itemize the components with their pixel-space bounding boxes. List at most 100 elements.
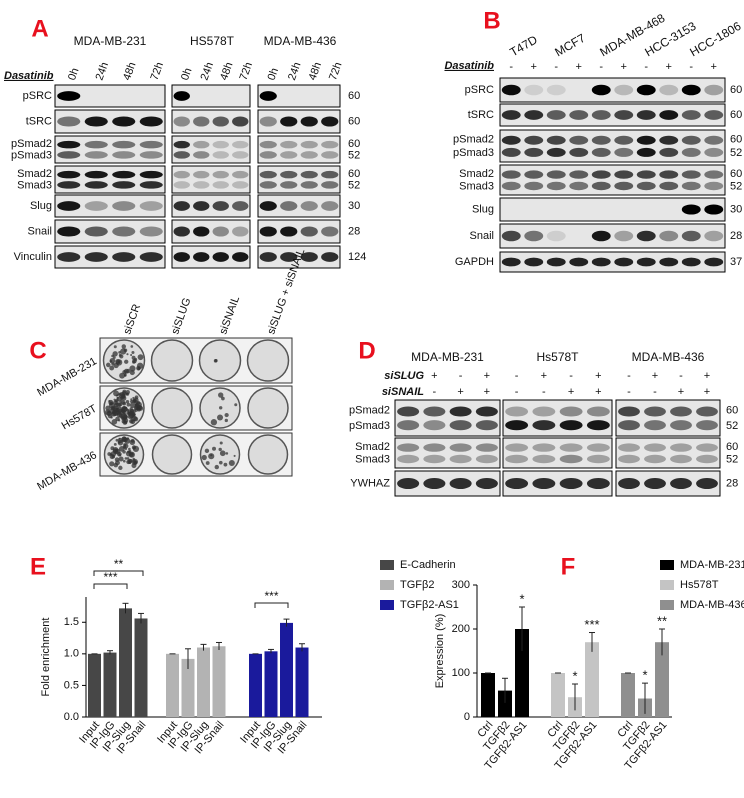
colony [137,354,144,361]
colony [129,419,134,424]
band [618,454,640,464]
significance: * [642,668,647,683]
timepoint: 24h [94,61,112,82]
legend-label: Hs578T [680,579,719,591]
sign: - [509,61,513,73]
colony [228,459,235,467]
band [212,140,229,149]
row-label: YWHAZ [350,477,390,489]
band [57,226,81,237]
band [397,443,420,452]
timepoint: 72h [238,61,256,82]
colony [218,447,222,452]
sign: - [644,61,648,73]
colony [113,345,117,349]
band [532,406,556,417]
band [618,443,640,452]
mw-label: 60 [730,168,742,180]
band [193,181,210,189]
colony [115,394,118,397]
band [681,147,701,157]
blot [54,84,166,108]
band [57,140,81,149]
significance: * [519,591,524,606]
colony [213,359,218,363]
colony [128,449,132,453]
mw-label: 52 [726,454,738,466]
band [193,170,210,179]
band [569,170,589,179]
band [670,454,692,464]
colony [224,412,229,418]
band [501,135,521,145]
band [591,84,611,96]
sign: - [515,386,519,398]
mw-label: 60 [348,90,360,102]
band [259,116,277,127]
colony [132,358,137,364]
band [546,135,566,145]
band [139,140,163,149]
colony [133,461,138,465]
colony [118,445,125,452]
band [704,135,724,145]
mw-label: 37 [730,256,742,268]
mw-label: 52 [726,420,738,432]
band [614,257,634,267]
band [591,181,611,191]
blot [502,437,613,469]
mw-label: 60 [726,405,738,417]
band [475,443,498,452]
band [546,170,566,179]
colony [224,418,228,423]
colony [131,350,135,355]
colony [219,441,223,445]
mw-label: 60 [730,134,742,146]
sign: - [653,386,657,398]
bracket [93,583,128,589]
cell-line: MDA-MB-436 [35,449,99,493]
band [139,151,163,159]
colony [115,438,119,442]
band [300,181,318,189]
band [591,110,611,120]
bar [166,653,179,717]
band [505,454,529,464]
sign: - [627,370,631,382]
cell-line: HCC-1806 [687,19,743,60]
legend-swatch [660,580,674,590]
bar [655,642,669,717]
band [532,420,556,431]
cell-line: T47D [507,32,540,59]
significance: *** [264,589,278,603]
band [321,116,339,127]
band [704,204,724,215]
band [501,147,521,157]
legend-label: TGFβ2 [400,579,434,591]
panel-label: E [30,553,46,580]
band [636,84,656,96]
condition: siSLUG [169,296,193,336]
band [636,147,656,157]
colony [124,447,128,451]
colony [126,402,131,407]
blot [615,437,721,469]
band [614,181,634,191]
band [112,170,136,179]
band [173,140,190,149]
band [659,135,679,145]
band [321,226,339,237]
row-label: Slug [472,203,494,215]
legend-swatch [660,560,674,570]
band [212,116,229,127]
mw-label: 60 [348,138,360,150]
mw-label: 52 [348,149,360,161]
colony [201,454,207,461]
band [636,170,656,179]
significance: ** [114,557,124,571]
band [636,181,656,191]
band [696,420,718,431]
band [524,181,544,191]
band [696,454,718,464]
band [57,170,81,179]
